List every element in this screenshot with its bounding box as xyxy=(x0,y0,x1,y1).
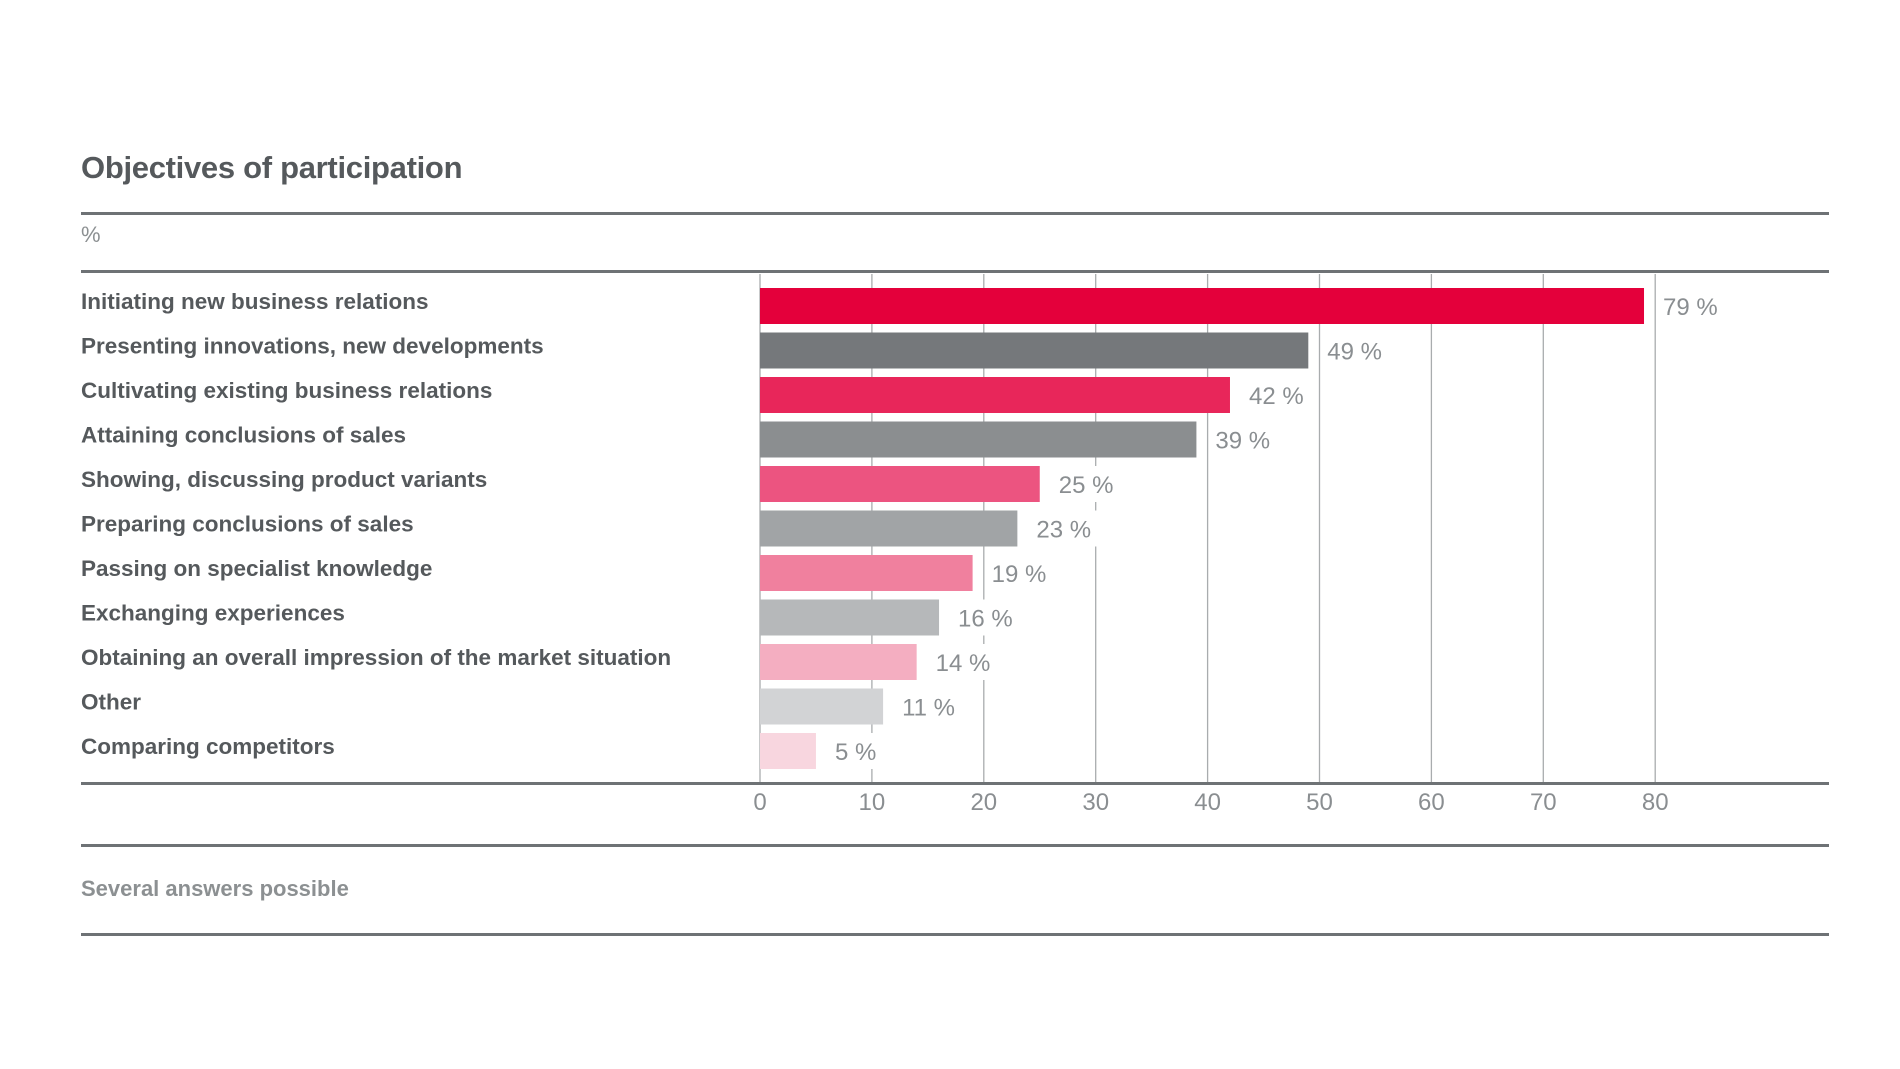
x-axis-ticks: 0 10 20 30 40 50 60 70 80 xyxy=(753,789,1668,816)
category-label-7: Passing on specialist knowledge xyxy=(81,556,432,581)
category-label-11: Comparing competitors xyxy=(81,734,335,759)
value-label-bg-10 xyxy=(896,688,962,725)
footnote: Several answers possible xyxy=(81,876,349,901)
tick-label-0: 0 xyxy=(753,789,766,816)
value-label-bg-8 xyxy=(952,599,1019,636)
value-label-bg-7 xyxy=(985,555,1053,591)
bar-8 xyxy=(760,599,940,636)
tick-label-30: 30 xyxy=(1082,789,1109,816)
value-label-bg-6 xyxy=(1030,510,1098,547)
bar-11 xyxy=(760,733,816,769)
value-label-11: 5 % xyxy=(835,739,876,766)
bar-3 xyxy=(760,377,1230,413)
value-label-4: 39 % xyxy=(1215,428,1270,455)
bar-1 xyxy=(760,288,1645,324)
tick-label-80: 80 xyxy=(1642,789,1669,816)
value-label-7: 19 % xyxy=(992,561,1047,588)
bar-10 xyxy=(760,688,884,725)
category-label-8: Exchanging experiences xyxy=(81,601,345,626)
axis-rule xyxy=(81,782,1829,785)
bar-4 xyxy=(760,421,1197,458)
footer-bottom-rule xyxy=(81,933,1829,936)
value-label-2: 49 % xyxy=(1327,339,1382,366)
tick-label-20: 20 xyxy=(970,789,997,816)
footer-top-rule xyxy=(81,844,1829,847)
value-label-3: 42 % xyxy=(1249,383,1304,410)
category-label-3: Cultivating existing business relations xyxy=(81,378,492,403)
tick-label-70: 70 xyxy=(1530,789,1557,816)
bar-9 xyxy=(760,644,917,680)
category-label-1: Initiating new business relations xyxy=(81,289,429,314)
category-label-5: Showing, discussing product variants xyxy=(81,467,487,492)
bar-5 xyxy=(760,466,1040,502)
tick-label-60: 60 xyxy=(1418,789,1445,816)
category-label-6: Preparing conclusions of sales xyxy=(81,512,414,537)
category-label-9: Obtaining an overall impression of the m… xyxy=(81,645,671,670)
value-label-bg-4 xyxy=(1209,421,1277,458)
value-label-9: 14 % xyxy=(936,650,991,677)
bars xyxy=(760,288,1645,769)
category-label-2: Presenting innovations, new developments xyxy=(81,334,544,359)
value-label-bg-11 xyxy=(828,733,883,769)
value-label-8: 16 % xyxy=(958,606,1013,633)
value-label-10: 11 % xyxy=(902,695,955,722)
unit-label: % xyxy=(81,222,101,247)
category-labels: Initiating new business relations Present… xyxy=(81,289,671,759)
value-label-bg-5 xyxy=(1052,466,1120,502)
value-label-5: 25 % xyxy=(1059,472,1114,499)
top-rule xyxy=(81,212,1829,215)
tick-label-40: 40 xyxy=(1194,789,1221,816)
value-label-bg-3 xyxy=(1242,377,1310,413)
header-rule xyxy=(81,270,1829,273)
category-label-4: Attaining conclusions of sales xyxy=(81,423,406,448)
bar-6 xyxy=(760,510,1018,547)
chart-title: Objectives of participation xyxy=(81,150,463,185)
value-label-1: 79 % xyxy=(1663,294,1718,321)
bar-2 xyxy=(760,332,1309,369)
value-label-bg-1 xyxy=(1657,288,1724,324)
bar-7 xyxy=(760,555,973,591)
tick-label-50: 50 xyxy=(1306,789,1333,816)
value-label-bg-2 xyxy=(1321,332,1389,369)
tick-label-10: 10 xyxy=(859,789,886,816)
value-labels: 79 % 49 % 42 % 39 % 25 % 23 % 19 % 16 % 14 % 11 %… xyxy=(828,288,1724,769)
value-label-6: 23 % xyxy=(1036,517,1091,544)
category-label-10: Other xyxy=(81,690,141,715)
value-label-bg-9 xyxy=(929,644,997,680)
